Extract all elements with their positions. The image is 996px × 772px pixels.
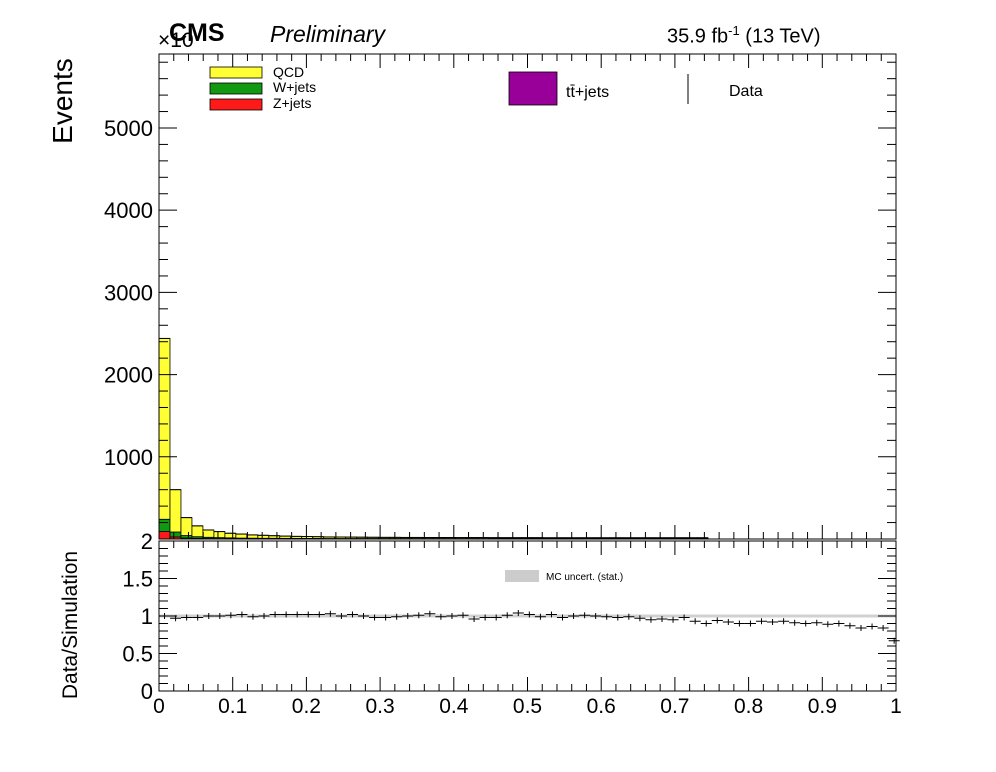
y-tick-label-top: 5000	[104, 116, 153, 141]
mc-uncert-band	[159, 614, 896, 618]
histogram-bar-qcd	[191, 525, 204, 538]
histogram-bar-qcd	[213, 531, 226, 539]
x-tick-label: 0.9	[808, 695, 837, 718]
x-tick-label: 0.4	[439, 695, 469, 718]
histogram-bar-qcd	[169, 489, 182, 533]
mc-uncert-band-fill	[159, 614, 896, 618]
y-tick-label-top: 3000	[104, 280, 153, 305]
x-tick-label: 0.6	[587, 695, 616, 718]
y-tick-label-top: 1000	[104, 445, 153, 470]
histogram-bar-qcd	[235, 533, 248, 539]
y-axis-title-events: Events	[47, 58, 78, 144]
histogram-bar-qcd	[180, 517, 193, 536]
legend-label-ttbar: tt̄+jets	[566, 84, 609, 101]
x-tick-label: 0	[153, 695, 165, 718]
y-tick-label-top: 2000	[104, 363, 153, 388]
y-tick-label-bottom: 1	[141, 604, 153, 629]
status-label: Preliminary	[270, 21, 386, 47]
y-tick-label-top: 4000	[104, 198, 153, 223]
y-tick-label-bottom: 0	[141, 679, 153, 704]
legend-swatch-zjets	[209, 98, 263, 111]
x-tick-label: 0.8	[734, 695, 763, 718]
y-axis-title-ratio: Data/Simulation	[59, 550, 82, 700]
experiment-label: CMS	[169, 19, 225, 47]
top-panel-ticks: 1000 2000 3000 4000 5000	[104, 54, 897, 539]
legend-label-zjets: Z+jets	[273, 95, 312, 111]
histogram-bar-wjets	[169, 531, 182, 538]
bottom-panel-ticks: 0 0.5 1 1.5 2 0 0.1 0.2 0.3 0.4 0.5 0.6 0.7 0.8 0.9 1	[122, 529, 901, 718]
histogram-bar-qcd	[158, 338, 171, 520]
axis-multiplier: ×10	[158, 29, 194, 52]
ratio-points	[159, 610, 900, 644]
luminosity-value: 35.9 fb	[667, 25, 729, 48]
luminosity-label: 35.9 fb-1 (13 TeV)	[667, 23, 821, 49]
legend-bottom: MC uncert. (stat.)	[505, 570, 623, 583]
energy-label: (13 TeV)	[739, 25, 821, 48]
x-tick-label: 0.3	[365, 695, 394, 718]
legend-swatch-ttbar	[508, 71, 558, 106]
legend-swatch-mc-uncert	[505, 570, 539, 582]
y-tick-label-bottom: 1.5	[122, 567, 153, 592]
top-panel-frame	[158, 53, 897, 540]
legend-swatch-wjets	[209, 82, 263, 95]
y-tick-label-bottom: 0.5	[122, 642, 153, 667]
top-frame-box	[158, 53, 897, 540]
legend-label-qcd: QCD	[273, 64, 304, 80]
histogram-bar-qcd	[224, 532, 237, 539]
histogram-bar-wjets	[158, 518, 171, 533]
y-tick-label-bottom: 2	[141, 529, 153, 554]
legend-label-mc-uncert: MC uncert. (stat.)	[546, 572, 623, 583]
legend-label-wjets: W+jets	[273, 79, 316, 95]
histogram-bar-zjets	[158, 531, 171, 540]
stacked-histogram	[158, 337, 709, 540]
x-tick-label: 0.2	[292, 695, 321, 718]
legend-label-data: Data	[729, 83, 763, 100]
x-tick-label: 0.1	[218, 695, 247, 718]
histogram-bar-qcd	[202, 529, 215, 538]
x-tick-label: 0.7	[660, 695, 689, 718]
luminosity-exponent: -1	[728, 23, 740, 38]
legend-swatch-qcd	[209, 66, 263, 79]
x-tick-label: 1	[890, 695, 902, 718]
x-tick-label: 0.5	[513, 695, 542, 718]
